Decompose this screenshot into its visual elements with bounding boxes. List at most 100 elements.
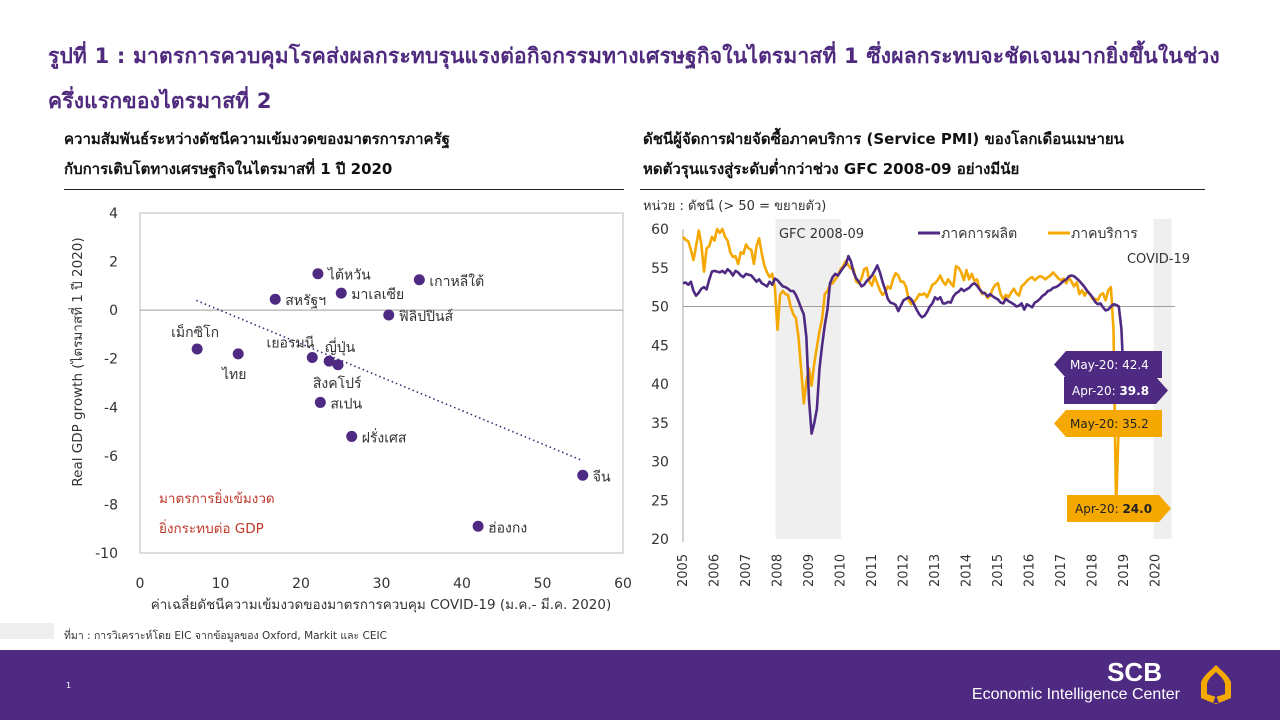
shaded-period-label: COVID-19 xyxy=(1127,252,1190,267)
callout-label: May-20: 42.4 xyxy=(1070,358,1149,372)
footer-bar xyxy=(0,650,1280,720)
data-point xyxy=(323,355,335,367)
x-tick-label: 30 xyxy=(373,576,391,592)
annotation-line1: มาตรการยิ่งเข้มงวด xyxy=(159,489,275,507)
point-label: สหรัฐฯ xyxy=(285,293,326,309)
point-label: ฮ่องกง xyxy=(488,520,527,536)
x-tick-label: 2020 xyxy=(1149,554,1164,587)
point-label: เยอรมนี xyxy=(267,336,315,352)
brand-subtitle: Economic Intelligence Center xyxy=(971,686,1180,703)
y-tick-label: -10 xyxy=(95,546,118,562)
right-subtitle-line2: หดตัวรุนแรงสู่ระดับต่ำกว่าช่วง GFC 2008-… xyxy=(643,160,1020,178)
callout-box xyxy=(1067,495,1171,522)
left-divider xyxy=(64,189,624,190)
y-tick-label: 0 xyxy=(109,303,118,319)
data-point xyxy=(335,287,347,299)
y-tick-label: 60 xyxy=(651,222,669,238)
callout-label: Apr-20: 39.8 xyxy=(1072,384,1149,398)
data-point xyxy=(312,268,324,280)
x-tick-label: 60 xyxy=(614,576,632,592)
x-tick-label: 2019 xyxy=(1117,554,1132,587)
data-point xyxy=(191,343,203,355)
data-point xyxy=(332,359,344,371)
data-point xyxy=(269,293,281,305)
callout-box xyxy=(1064,377,1168,404)
point-label: ฟิลิปปินส์ xyxy=(399,308,454,325)
x-tick-label: 2013 xyxy=(928,554,943,587)
right-chart-subtitle: ดัชนีผู้จัดการฝ่ายจัดซื้อภาคบริการ (Serv… xyxy=(643,124,1203,184)
left-subtitle-line1: ความสัมพันธ์ระหว่างดัชนีความเข้มงวดของมา… xyxy=(64,130,450,148)
y-tick-label: 30 xyxy=(651,455,669,471)
y-tick-label: -6 xyxy=(104,449,118,465)
series-line xyxy=(682,254,1128,435)
unit-label: หน่วย : ดัชนี (> 50 = ขยายตัว) xyxy=(643,199,827,214)
callout-date: Apr-20: xyxy=(1072,384,1119,398)
y-tick-label: 45 xyxy=(651,338,669,354)
y-tick-label: -8 xyxy=(104,497,118,513)
point-label: ไต้หวัน xyxy=(327,267,371,284)
x-tick-label: 2014 xyxy=(960,554,975,587)
data-point xyxy=(472,520,484,532)
x-tick-label: 2012 xyxy=(897,554,912,587)
x-tick-label: 2010 xyxy=(834,554,849,587)
legend-label: ภาคบริการ xyxy=(1071,226,1138,242)
right-subtitle-line1: ดัชนีผู้จัดการฝ่ายจัดซื้อภาคบริการ (Serv… xyxy=(643,130,1124,148)
callout-label: Apr-20: 24.0 xyxy=(1075,502,1152,516)
callout-box xyxy=(1054,351,1162,378)
x-tick-label: 2006 xyxy=(708,554,723,587)
callout-value: 42.4 xyxy=(1122,358,1149,372)
x-tick-label: 10 xyxy=(212,576,230,592)
left-chart-subtitle: ความสัมพันธ์ระหว่างดัชนีความเข้มงวดของมา… xyxy=(64,124,624,184)
callout-date: May-20: xyxy=(1070,358,1122,372)
shaded-period xyxy=(1153,219,1172,539)
y-tick-label: 35 xyxy=(651,416,669,432)
point-label: จีน xyxy=(593,469,611,485)
x-tick-label: 40 xyxy=(453,576,471,592)
scb-logo-icon xyxy=(1201,665,1231,704)
point-label: เกาหลีใต้ xyxy=(429,273,484,290)
data-point xyxy=(306,352,318,363)
point-label: สิงคโปร์ xyxy=(313,375,362,392)
y-tick-label: -4 xyxy=(104,400,118,416)
point-label: เม็กซิโก xyxy=(171,323,219,341)
x-tick-label: 2011 xyxy=(865,554,880,587)
left-subtitle-line2: กับการเติบโตทางเศรษฐกิจในไตรมาสที่ 1 ปี … xyxy=(64,160,393,178)
data-point xyxy=(346,430,358,442)
x-tick-label: 2017 xyxy=(1054,554,1069,587)
x-tick-label: 2007 xyxy=(739,554,754,587)
point-label: มาเลเซีย xyxy=(351,287,404,303)
callout-label: May-20: 35.2 xyxy=(1070,417,1149,431)
x-tick-label: 50 xyxy=(534,576,552,592)
x-tick-label: 0 xyxy=(136,576,145,592)
y-tick-label: 40 xyxy=(651,377,669,393)
right-divider xyxy=(640,189,1205,190)
callout-date: Apr-20: xyxy=(1075,502,1122,516)
callout-value: 35.2 xyxy=(1122,417,1149,431)
y-tick-label: -2 xyxy=(104,352,118,368)
page-number: 1 xyxy=(66,681,72,690)
point-label: ไทย xyxy=(221,366,246,383)
data-point xyxy=(232,348,244,360)
y-tick-label: 25 xyxy=(651,493,669,509)
x-tick-label: 2015 xyxy=(991,554,1006,587)
page-title: รูปที่ 1 : มาตรการควบคุมโรคส่งผลกระทบรุน… xyxy=(48,44,1220,113)
callout-box xyxy=(1054,410,1162,437)
x-tick-label: 2008 xyxy=(771,554,786,587)
y-tick-label: 2 xyxy=(109,255,118,271)
legend-label: ภาคการผลิต xyxy=(941,226,1017,242)
plot-border xyxy=(139,212,624,554)
point-label: ญี่ปุ่น xyxy=(325,338,356,356)
annotation-line2: ยิ่งกระทบต่อ GDP xyxy=(159,519,264,537)
y-axis-label: Real GDP growth (ไตรมาสที่ 1 ปี 2020) xyxy=(68,237,86,486)
shaded-period-label: GFC 2008-09 xyxy=(779,227,864,242)
point-label: ฝรั่งเศส xyxy=(362,428,407,446)
point-label: สเปน xyxy=(330,396,362,412)
data-point xyxy=(577,469,589,481)
x-tick-label: 20 xyxy=(292,576,310,592)
brand-logo-text: SCB xyxy=(1107,657,1162,687)
source-note: ที่มา : การวิเคราะห์โดย EIC จากข้อมูลของ… xyxy=(64,630,387,642)
y-tick-label: 20 xyxy=(651,532,669,548)
data-point xyxy=(413,274,425,286)
